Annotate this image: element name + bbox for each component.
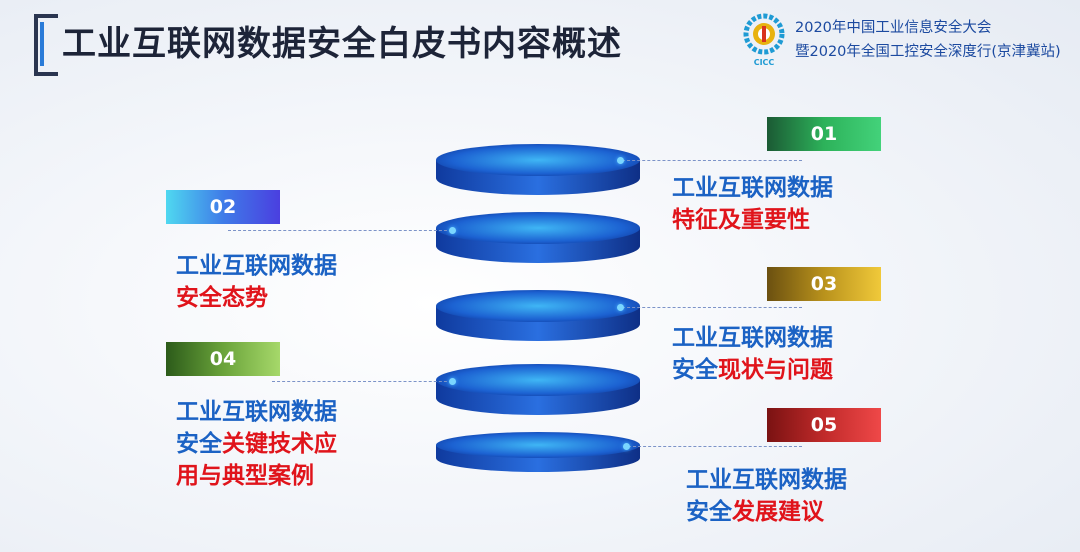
page-title: 工业互联网数据安全白皮书内容概述 <box>62 24 622 64</box>
leader-line-03 <box>622 307 802 308</box>
conference-title: 2020年中国工业信息安全大会 <box>795 20 992 36</box>
connector-dot-02 <box>449 227 456 234</box>
item-05-prefix: 安全 <box>686 499 732 525</box>
item-03-line1: 工业互联网数据 <box>672 325 833 351</box>
number-badge-01: 01 <box>767 117 881 151</box>
leader-line-05 <box>628 446 802 447</box>
item-02-text: 工业互联网数据 安全态势 <box>176 250 337 314</box>
logo-text: CICC <box>754 58 775 67</box>
leader-line-01 <box>622 160 802 161</box>
item-05-highlight: 发展建议 <box>732 499 824 525</box>
number-badge-04: 04 <box>166 342 280 376</box>
item-04-highlight: 关键技术应 <box>222 431 337 457</box>
item-04-highlight-cont: 用与典型案例 <box>176 463 314 489</box>
item-04-prefix: 安全 <box>176 431 222 457</box>
cicc-logo-icon: CICC <box>743 13 785 67</box>
number-badge-05: 05 <box>767 408 881 442</box>
connector-dot-05 <box>623 443 630 450</box>
item-02-highlight: 安全态势 <box>176 285 268 311</box>
title-bracket <box>34 14 58 76</box>
item-03-highlight: 现状与问题 <box>718 357 833 383</box>
disk-layer-4 <box>434 362 642 418</box>
item-04-line1: 工业互联网数据 <box>176 399 337 425</box>
conference-subtitle: 暨2020年全国工控安全深度行(京津冀站) <box>795 44 1061 60</box>
item-01-text: 工业互联网数据 特征及重要性 <box>672 172 833 236</box>
number-badge-03: 03 <box>767 267 881 301</box>
connector-dot-04 <box>449 378 456 385</box>
item-04-text: 工业互联网数据 安全关键技术应 用与典型案例 <box>176 396 337 492</box>
item-05-text: 工业互联网数据 安全发展建议 <box>686 464 847 528</box>
number-badge-02: 02 <box>166 190 280 224</box>
disk-layer-2 <box>434 210 642 266</box>
item-01-highlight: 特征及重要性 <box>672 207 810 233</box>
item-05-line1: 工业互联网数据 <box>686 467 847 493</box>
connector-dot-01 <box>617 157 624 164</box>
disk-layer-1 <box>434 142 642 198</box>
disk-layer-5 <box>434 430 642 474</box>
item-03-prefix: 安全 <box>672 357 718 383</box>
connector-dot-03 <box>617 304 624 311</box>
leader-line-02 <box>228 230 452 231</box>
item-01-line1: 工业互联网数据 <box>672 175 833 201</box>
title-accent-bar <box>40 22 44 66</box>
leader-line-04 <box>272 381 452 382</box>
disk-layer-3 <box>434 288 642 344</box>
item-02-line1: 工业互联网数据 <box>176 253 337 279</box>
item-03-text: 工业互联网数据 安全现状与问题 <box>672 322 833 386</box>
